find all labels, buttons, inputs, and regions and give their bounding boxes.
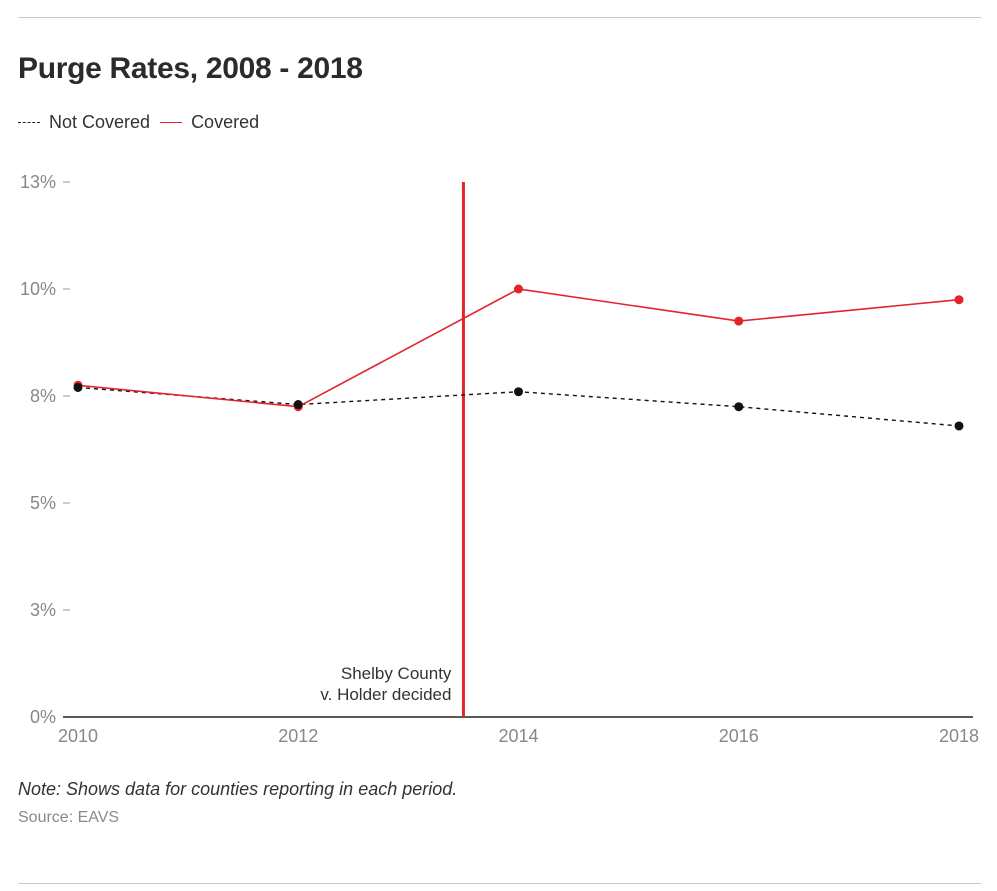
x-tick-label: 2012 (278, 726, 318, 746)
x-tick-label: 2010 (58, 726, 98, 746)
legend-swatch-solid (160, 121, 183, 123)
annotation-label: Shelby County (341, 664, 452, 683)
y-tick-label: 13% (20, 172, 56, 192)
chart-title: Purge Rates, 2008 - 2018 (18, 52, 363, 85)
legend-swatch-dashed (18, 121, 40, 123)
data-point-covered (954, 295, 964, 305)
annotation-label: v. Holder decided (320, 685, 451, 704)
bottom-rule (18, 883, 981, 884)
x-tick-label: 2018 (939, 726, 979, 746)
y-tick-label: 8% (30, 386, 56, 406)
top-rule (18, 17, 981, 18)
data-point-not-covered (73, 382, 83, 392)
data-point-covered (734, 316, 744, 326)
y-tick-label: 5% (30, 493, 56, 513)
legend-item-covered: Covered (160, 112, 259, 133)
y-tick-label: 10% (20, 279, 56, 299)
chart-legend: Not Covered Covered (18, 110, 269, 134)
legend-item-not-covered: Not Covered (18, 112, 150, 133)
chart-source: Source: EAVS (18, 809, 120, 826)
x-tick-label: 2016 (719, 726, 759, 746)
data-point-covered (514, 284, 523, 294)
data-point-not-covered (954, 421, 964, 431)
data-point-not-covered (293, 400, 303, 410)
y-tick-label: 0% (30, 707, 56, 727)
legend-label-covered: Covered (191, 111, 260, 132)
chart-note: Note: Shows data for counties reporting … (18, 779, 458, 799)
data-point-not-covered (514, 387, 523, 397)
legend-label-not-covered: Not Covered (49, 111, 151, 132)
x-tick-label: 2014 (498, 726, 538, 746)
data-point-not-covered (734, 402, 744, 412)
y-tick-label: 3% (30, 600, 56, 620)
